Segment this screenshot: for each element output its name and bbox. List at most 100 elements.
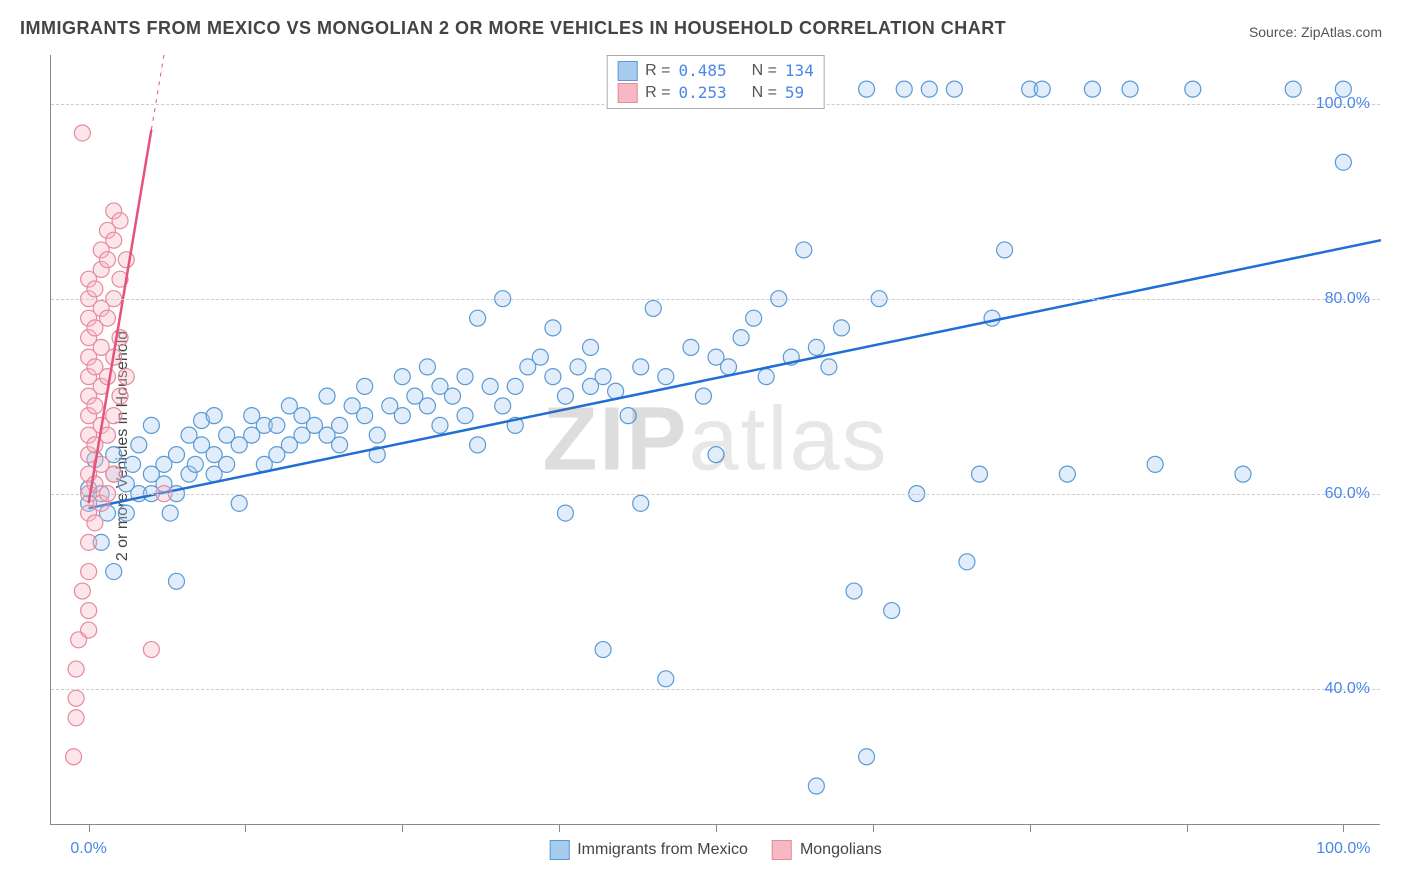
data-point xyxy=(143,417,159,433)
r-value: 0.253 xyxy=(679,82,727,104)
r-value: 0.485 xyxy=(679,60,727,82)
data-point xyxy=(332,417,348,433)
data-point xyxy=(81,603,97,619)
n-value: 134 xyxy=(785,60,814,82)
data-point xyxy=(81,534,97,550)
x-tick xyxy=(89,824,90,832)
x-tick xyxy=(559,824,560,832)
n-label: N = xyxy=(752,82,777,104)
data-point xyxy=(532,349,548,365)
legend-row: R =0.253 N = 59 xyxy=(617,82,814,104)
data-point xyxy=(112,388,128,404)
source-attribution: Source: ZipAtlas.com xyxy=(1249,24,1382,40)
data-point xyxy=(595,642,611,658)
r-label: R = xyxy=(645,60,670,82)
plot-area: ZIPatlas R =0.485 N = 134R =0.253 N = 59… xyxy=(50,55,1380,825)
data-point xyxy=(106,408,122,424)
data-point xyxy=(269,417,285,433)
data-point xyxy=(106,466,122,482)
data-point xyxy=(896,81,912,97)
data-point xyxy=(695,388,711,404)
gridline xyxy=(51,689,1380,690)
data-point xyxy=(206,408,222,424)
data-point xyxy=(319,388,335,404)
data-point xyxy=(99,252,115,268)
data-point xyxy=(921,81,937,97)
data-point xyxy=(1059,466,1075,482)
data-point xyxy=(66,749,82,765)
trend-line-extrapolated xyxy=(151,55,164,130)
data-point xyxy=(557,388,573,404)
legend-label: Mongolians xyxy=(800,841,882,859)
data-point xyxy=(68,661,84,677)
data-point xyxy=(369,427,385,443)
data-point xyxy=(971,466,987,482)
data-point xyxy=(106,232,122,248)
data-point xyxy=(87,398,103,414)
data-point xyxy=(645,300,661,316)
data-point xyxy=(884,603,900,619)
data-point xyxy=(796,242,812,258)
data-point xyxy=(357,408,373,424)
data-point xyxy=(81,564,97,580)
data-point xyxy=(87,281,103,297)
x-tick-label: 100.0% xyxy=(1316,840,1370,858)
gridline xyxy=(51,299,1380,300)
x-tick xyxy=(1343,824,1344,832)
data-point xyxy=(106,564,122,580)
data-point xyxy=(658,671,674,687)
data-point xyxy=(81,622,97,638)
data-point xyxy=(808,339,824,355)
data-point xyxy=(846,583,862,599)
data-point xyxy=(187,456,203,472)
series-legend: Immigrants from MexicoMongolians xyxy=(549,840,882,860)
data-point xyxy=(1084,81,1100,97)
x-tick xyxy=(716,824,717,832)
legend-swatch xyxy=(772,840,792,860)
x-tick xyxy=(873,824,874,832)
data-point xyxy=(457,408,473,424)
legend-swatch xyxy=(617,61,637,81)
y-tick-label: 100.0% xyxy=(1316,95,1370,113)
data-point xyxy=(821,359,837,375)
data-point xyxy=(143,642,159,658)
x-tick xyxy=(245,824,246,832)
data-point xyxy=(708,447,724,463)
data-point xyxy=(99,369,115,385)
data-point xyxy=(112,213,128,229)
data-point xyxy=(1235,466,1251,482)
data-point xyxy=(394,369,410,385)
data-point xyxy=(545,320,561,336)
data-point xyxy=(633,359,649,375)
chart-title: IMMIGRANTS FROM MEXICO VS MONGOLIAN 2 OR… xyxy=(20,18,1006,39)
data-point xyxy=(570,359,586,375)
data-point xyxy=(733,330,749,346)
data-point xyxy=(1122,81,1138,97)
data-point xyxy=(583,339,599,355)
data-point xyxy=(168,447,184,463)
data-point xyxy=(946,81,962,97)
data-point xyxy=(332,437,348,453)
data-point xyxy=(1335,154,1351,170)
data-point xyxy=(419,398,435,414)
legend-swatch xyxy=(617,83,637,103)
data-point xyxy=(997,242,1013,258)
y-tick-label: 80.0% xyxy=(1325,290,1370,308)
data-point xyxy=(357,378,373,394)
data-point xyxy=(231,495,247,511)
data-point xyxy=(87,515,103,531)
data-point xyxy=(457,369,473,385)
data-point xyxy=(545,369,561,385)
source-label: Source: xyxy=(1249,24,1297,40)
data-point xyxy=(758,369,774,385)
gridline xyxy=(51,494,1380,495)
scatter-svg xyxy=(51,55,1380,824)
data-point xyxy=(1285,81,1301,97)
data-point xyxy=(1034,81,1050,97)
legend-swatch xyxy=(549,840,569,860)
data-point xyxy=(162,505,178,521)
x-tick xyxy=(1030,824,1031,832)
data-point xyxy=(683,339,699,355)
data-point xyxy=(125,456,141,472)
data-point xyxy=(219,456,235,472)
